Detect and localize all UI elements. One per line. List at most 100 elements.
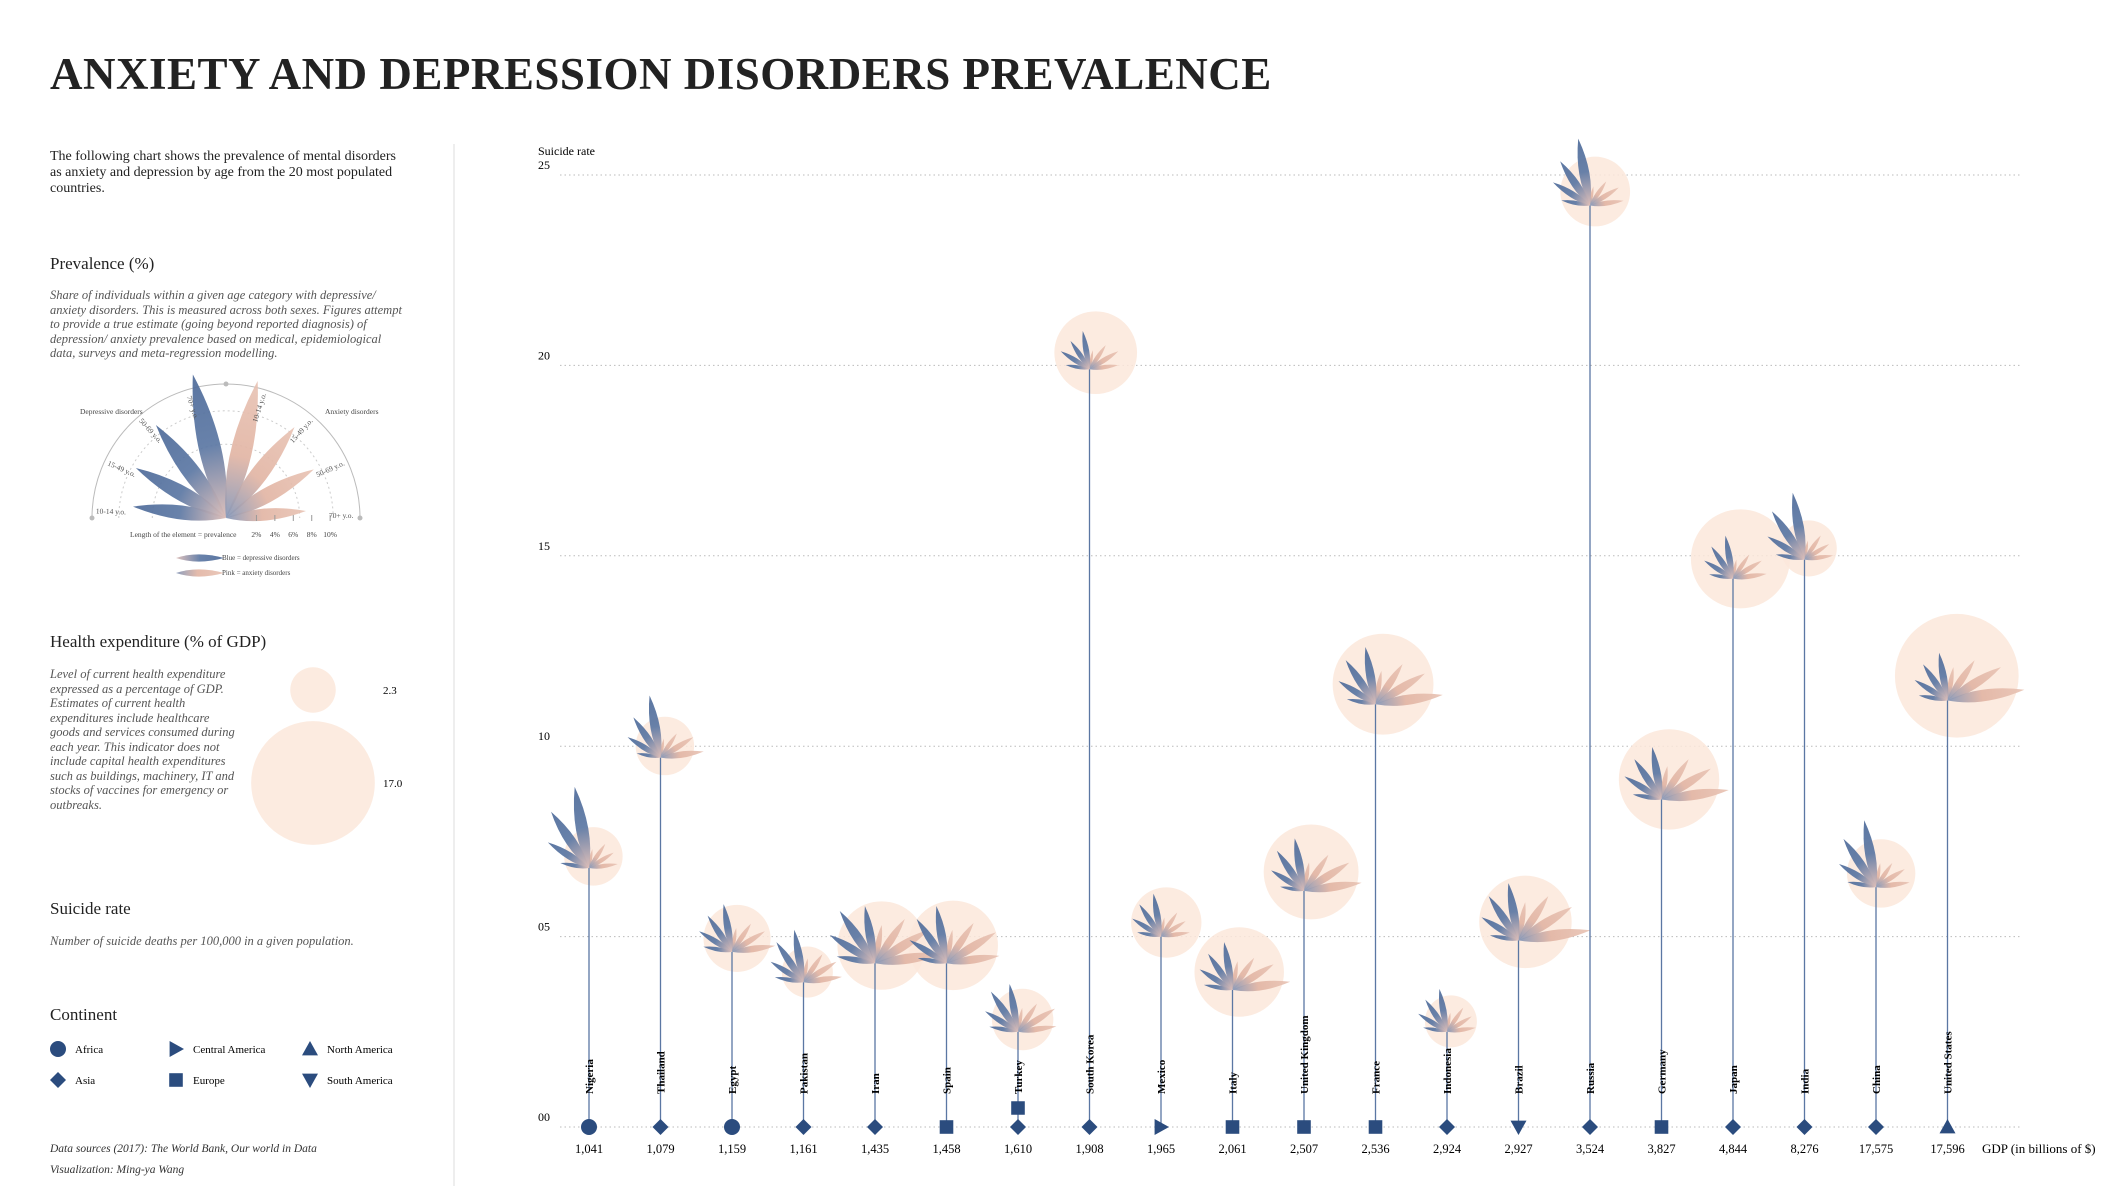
anxiety-petal [1804, 555, 1834, 561]
depressive-petal [1060, 351, 1090, 370]
country-label: Russia [1585, 1062, 1597, 1094]
anxiety-petal [1375, 693, 1443, 706]
anxiety-petal [1661, 759, 1689, 800]
continent-legend-marker [50, 1041, 66, 1057]
depressive-petal [1843, 838, 1876, 888]
depressive-petal [1364, 646, 1377, 705]
continent-marker [1939, 1119, 1956, 1134]
continent-marker [652, 1119, 669, 1135]
depressive-petal [1577, 138, 1592, 206]
expenditure-circle [1618, 729, 1720, 830]
depressive-petal [1507, 883, 1520, 941]
anxiety-petal [1375, 673, 1425, 705]
depressive-petal [1009, 984, 1019, 1032]
depressive-petal [1938, 652, 1949, 701]
anxiety-petal [946, 923, 974, 964]
age-label: 10-14 y.o. [96, 506, 127, 516]
anxiety-petal [875, 919, 905, 964]
depressive-petal [1418, 1013, 1447, 1032]
anxiety-petal [1660, 766, 1668, 800]
legend-dot [357, 515, 363, 521]
legend-guide [118, 410, 334, 519]
depressive-petal [1439, 988, 1448, 1032]
anxiety-petal [803, 954, 823, 983]
depressive-petal [1711, 546, 1733, 579]
continent-legend-label: Africa [75, 1044, 103, 1056]
anxiety-petal [1304, 881, 1362, 893]
pink-note: Pink = anxiety disorders [222, 569, 291, 577]
anxiety-petal [1089, 364, 1119, 370]
depressive-petal [1632, 794, 1662, 800]
depressive-petal [1199, 969, 1233, 990]
anxiety-petal [589, 843, 606, 869]
depressive-petal [699, 931, 732, 952]
expenditure-circle [1424, 995, 1477, 1048]
continent-marker [867, 1119, 883, 1135]
depressive-petal [551, 811, 589, 869]
anxiety-petal [1947, 667, 2001, 701]
anxiety-petal [589, 863, 618, 869]
continent-marker [1510, 1120, 1527, 1135]
prevalence-tick-label: 10% [323, 530, 337, 539]
depressive-petal [1725, 535, 1734, 579]
anxiety-petal [1018, 1025, 1057, 1033]
depressive-petal [1918, 695, 1948, 701]
expenditure-circle [837, 901, 926, 990]
expenditure-circle [1560, 156, 1631, 227]
country-label: Egypt [727, 1066, 739, 1094]
country-label: Turkey [1013, 1060, 1025, 1094]
expenditure-circle [1780, 520, 1837, 577]
gdp-label: 1,079 [646, 1142, 674, 1156]
anxiety-petal [1089, 350, 1094, 370]
depressive-petal [1294, 838, 1305, 891]
suicide-text: Number of suicide deaths per 100,000 in … [50, 934, 354, 948]
depressive-petal [774, 976, 804, 983]
anxiety-petal [803, 961, 837, 983]
anxiety-petal [1876, 862, 1893, 888]
depressive-petal [1561, 200, 1590, 206]
expenditure-circle [1263, 824, 1359, 920]
country-label: Mexico [1156, 1059, 1168, 1094]
anxiety-petal [1590, 181, 1607, 206]
anxiety-petal [803, 976, 842, 984]
depressive-petal [1634, 759, 1662, 800]
country-label: France [1371, 1061, 1383, 1094]
depressive-petal [776, 942, 804, 983]
continent-legend-label: Central America [193, 1044, 266, 1056]
continent-marker [1868, 1119, 1884, 1135]
gdp-label: 1,161 [789, 1142, 817, 1156]
depressive-petal [989, 1026, 1018, 1033]
size-legend-circle [290, 667, 336, 713]
depressive-petal [573, 786, 591, 869]
anxiety-petal [1017, 1007, 1023, 1032]
expenditure-circle [991, 988, 1054, 1051]
depressive-petal [1552, 182, 1590, 206]
gdp-label: 8,276 [1790, 1142, 1818, 1156]
anxiety-petal [1447, 1007, 1464, 1032]
anxiety-petal [1946, 667, 1954, 701]
prevalence-tick-label: 6% [288, 530, 298, 539]
blue-note: Blue = depressive disorders [222, 554, 300, 562]
size-legend-label: 2.3 [383, 685, 397, 697]
anxiety-petal [660, 738, 665, 758]
continent-marker [1796, 1119, 1813, 1135]
gdp-label: 3,524 [1576, 1142, 1605, 1156]
credit: Visualization: Ming-ya Wang [50, 1164, 185, 1176]
expenditure-circle [635, 716, 695, 776]
expenditure-circle [1690, 509, 1790, 609]
continent-marker [1081, 1119, 1098, 1135]
continent-marker [1297, 1120, 1311, 1134]
country-label: Japan [1728, 1065, 1740, 1094]
legend-anxiety: Anxiety disorders [325, 407, 379, 416]
country-label: Italy [1228, 1072, 1240, 1095]
continent-marker [1439, 1119, 1455, 1135]
depressive-petal [1070, 341, 1090, 370]
gdp-label: 2,061 [1218, 1142, 1246, 1156]
depressive-petal [1923, 664, 1948, 701]
depressive-petal [1338, 681, 1376, 705]
health-heading: Health expenditure (% of GDP) [50, 632, 267, 651]
gdp-label: 1,965 [1147, 1142, 1175, 1156]
anxiety-petal [588, 848, 593, 869]
depressive-petal [560, 862, 589, 869]
